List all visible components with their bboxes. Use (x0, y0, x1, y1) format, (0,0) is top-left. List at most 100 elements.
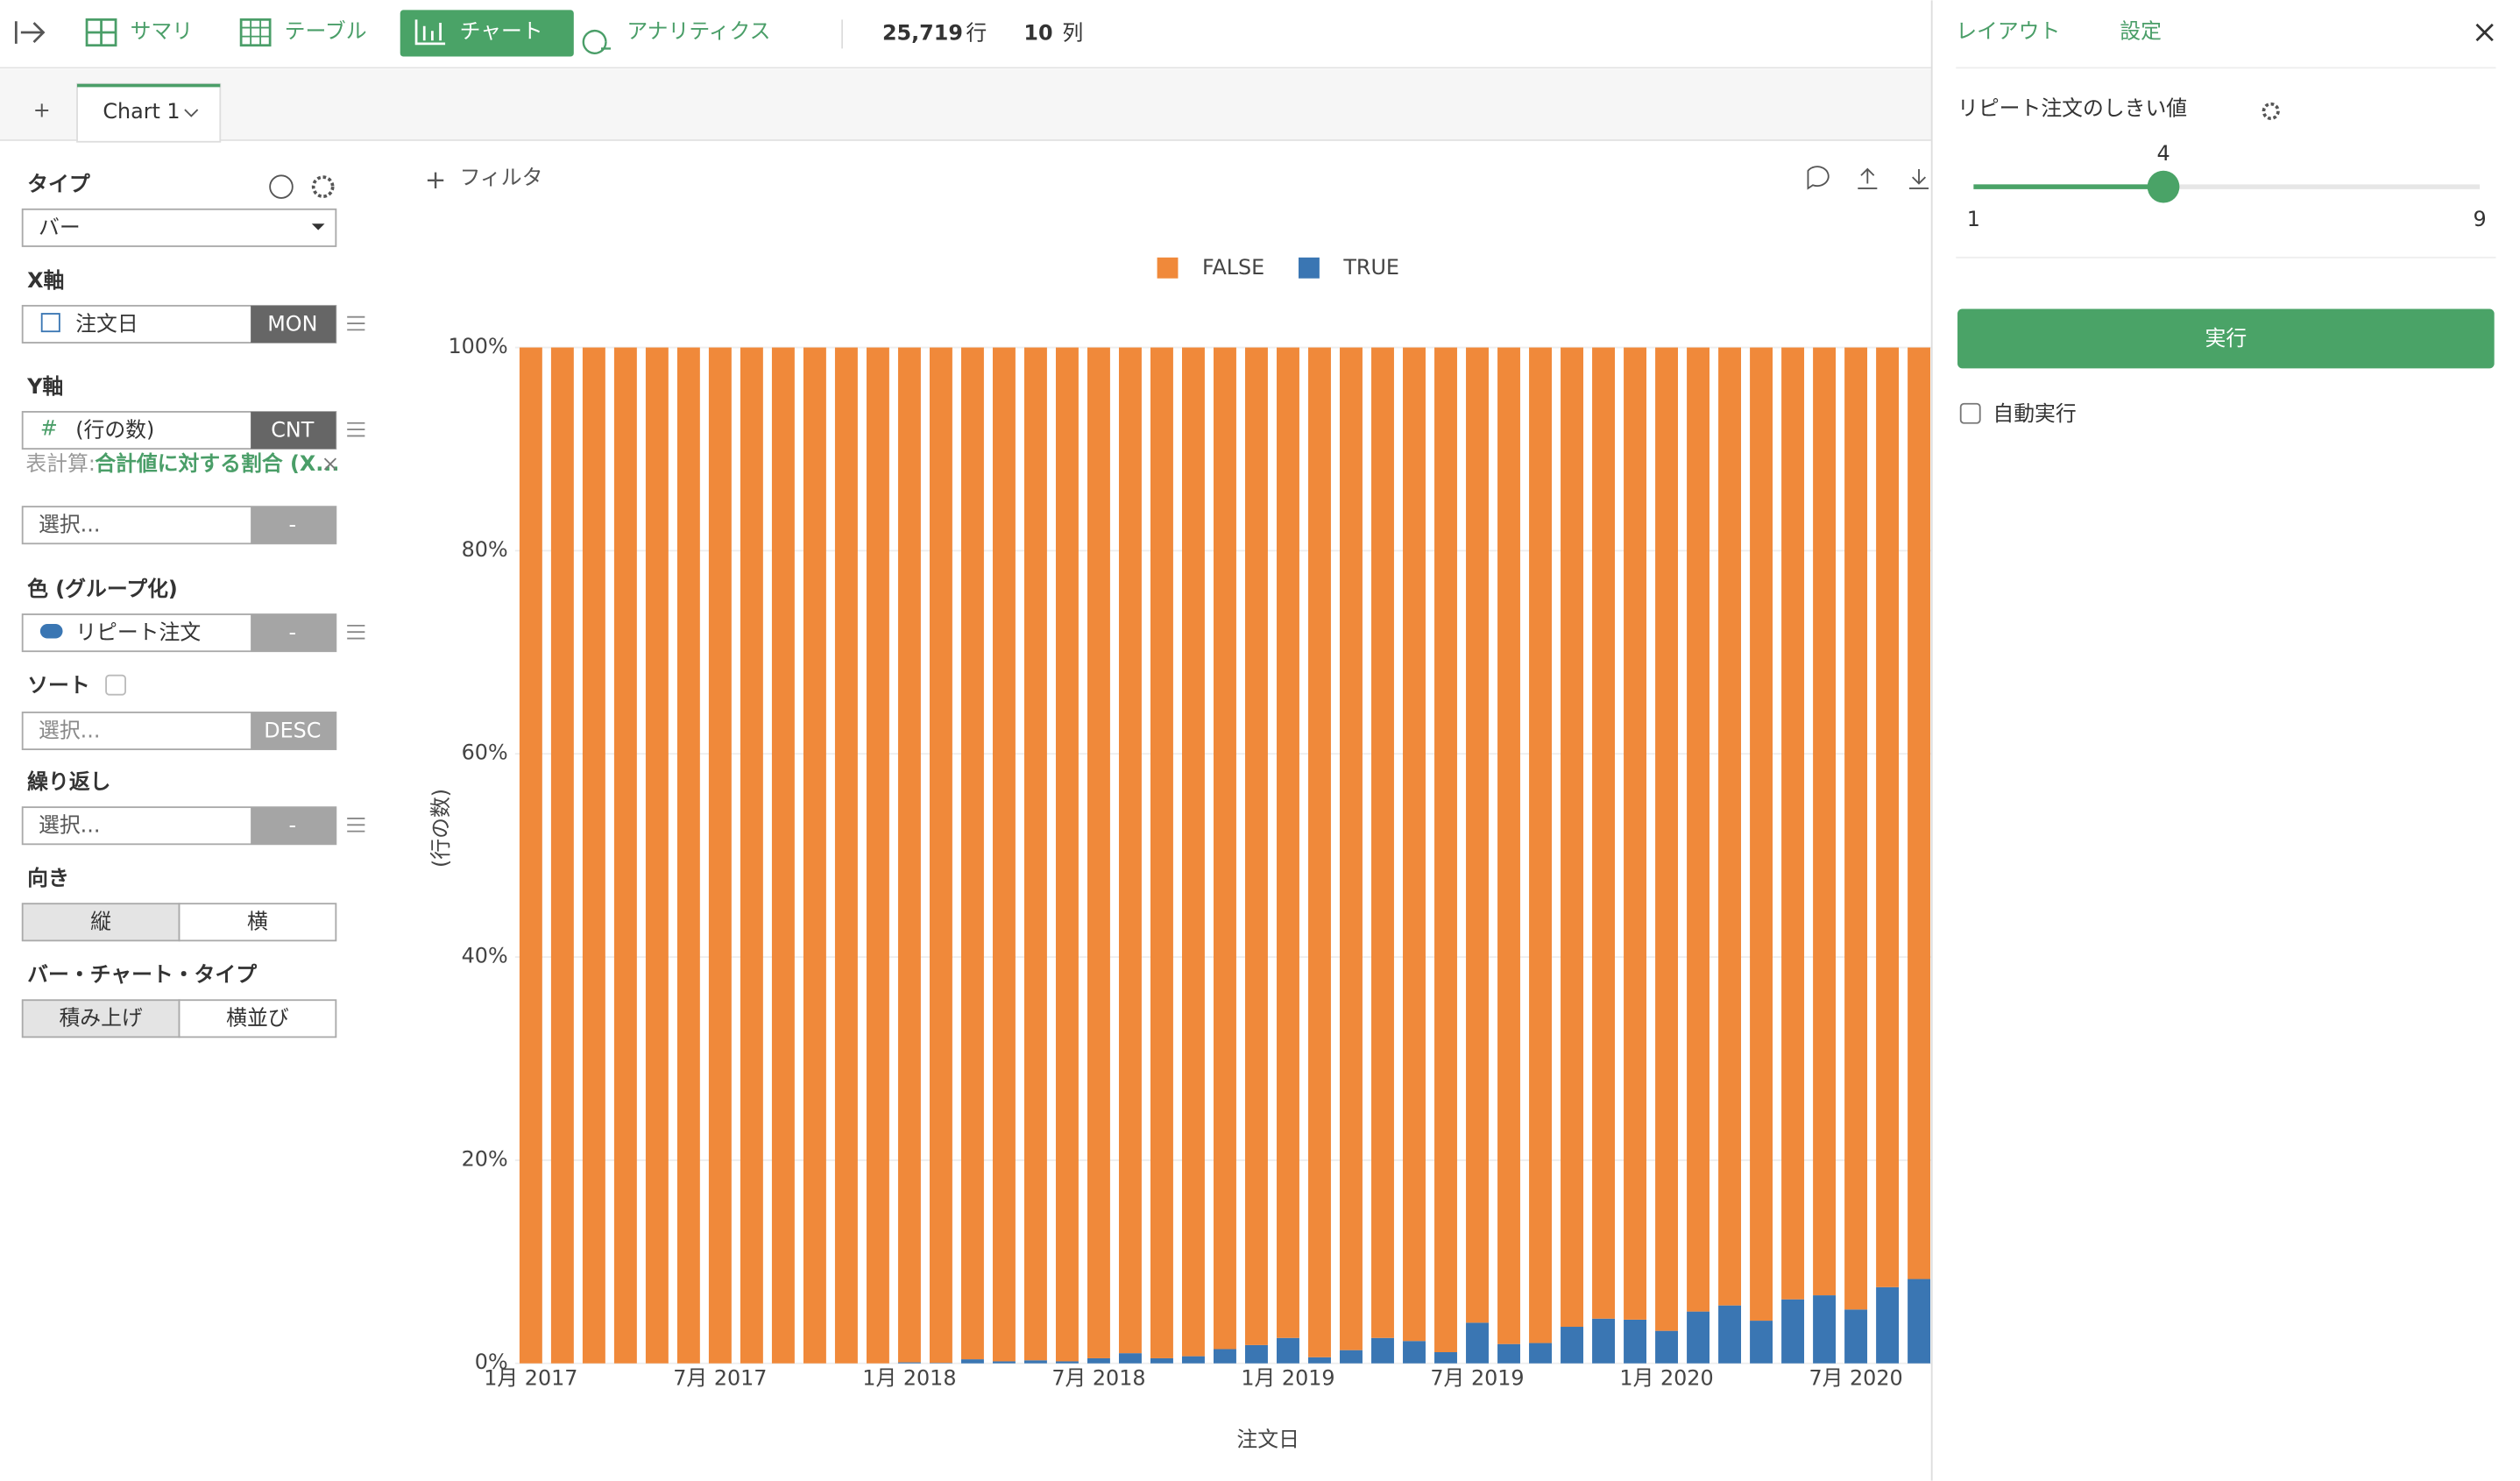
bar (1023, 347, 1047, 1361)
bar (1277, 1337, 1299, 1364)
bar (1813, 1295, 1837, 1364)
aggregation[interactable] (251, 507, 336, 544)
segment-button[interactable] (178, 999, 337, 1038)
table-icon (241, 19, 271, 46)
slider-value: 4 (2156, 141, 2170, 166)
comment-icon[interactable] (1807, 166, 1830, 190)
row-count: 25,719 (882, 20, 963, 45)
menu-icon[interactable] (347, 818, 365, 833)
x-tick-label: 7月 2019 (1430, 1366, 1524, 1391)
bar (1908, 347, 1931, 1279)
aggregation[interactable] (251, 305, 336, 344)
tab-indicator (77, 83, 221, 88)
aggregation[interactable] (251, 411, 336, 450)
section-label: Y軸 (26, 374, 63, 399)
segment-button[interactable] (178, 903, 337, 942)
bar (866, 347, 889, 1364)
chart-tab[interactable] (76, 82, 222, 143)
legend-swatch (1157, 257, 1179, 279)
bar (1340, 347, 1363, 1350)
bar (992, 347, 1016, 1362)
x-tick-label: 7月 2018 (1051, 1366, 1145, 1391)
bar (1340, 1350, 1363, 1364)
bar (613, 347, 637, 1364)
add-tab: + (33, 97, 51, 122)
bar (1308, 347, 1331, 1357)
x-tick-label: 1月 2020 (1619, 1366, 1713, 1391)
bar (1118, 1353, 1142, 1364)
bar (519, 347, 542, 1364)
section-label: 繰り返し (27, 769, 110, 794)
bar (897, 1362, 921, 1364)
x-tick-label: 1月 2019 (1241, 1366, 1334, 1391)
download-icon[interactable] (1909, 168, 1929, 189)
sort-checkbox[interactable] (105, 674, 126, 696)
menu-icon[interactable] (347, 624, 365, 640)
bar (740, 347, 763, 1364)
aggregation[interactable] (251, 712, 336, 750)
section-label: タイプ (27, 172, 90, 196)
segment-label: 積み上げ (59, 1006, 142, 1031)
bar (1655, 347, 1679, 1331)
bar (1529, 347, 1552, 1343)
calc-prefix: 表計算: (25, 451, 96, 476)
bar (992, 1361, 1016, 1364)
x-tick-label: 1月 2018 (862, 1366, 956, 1391)
settings-icon[interactable] (2262, 102, 2280, 121)
close-icon[interactable] (2475, 23, 2494, 42)
bar (1592, 1318, 1615, 1364)
bar (897, 347, 921, 1363)
parameter-label: リピート注文のしきい値 (1957, 96, 2187, 121)
menu-icon[interactable] (347, 315, 365, 331)
help-icon[interactable] (269, 174, 294, 199)
bar (1529, 1343, 1552, 1364)
col-unit: 列 (1062, 20, 1083, 45)
aggregation-label: CNT (271, 417, 314, 442)
remove-icon[interactable] (323, 457, 336, 471)
bar (1750, 1321, 1773, 1364)
y-tick-label: 40% (462, 944, 508, 968)
bar (1781, 1299, 1805, 1364)
bar (1844, 1309, 1868, 1364)
bar (1813, 347, 1837, 1296)
toolbar-tab: テーブル (285, 19, 367, 44)
bar (582, 347, 605, 1364)
upload-icon[interactable] (1858, 167, 1878, 189)
aggregation[interactable] (251, 807, 336, 845)
menu-icon[interactable] (347, 422, 365, 437)
segment-label: 横並び (226, 1006, 289, 1031)
bar (1561, 1327, 1583, 1364)
bar (1023, 1360, 1047, 1364)
legend-label: TRUE (1342, 255, 1399, 280)
toggle-icon (39, 624, 63, 639)
table-icon (239, 18, 272, 47)
filter-button: フィルタ (460, 165, 543, 189)
segment-button[interactable] (21, 903, 181, 942)
bar (1497, 347, 1520, 1344)
bar (1466, 1322, 1489, 1364)
y-tick-label: 80% (462, 537, 508, 562)
slider-max: 9 (2474, 207, 2487, 231)
segment-button[interactable] (21, 999, 181, 1038)
panel-tab: レイアウト (1956, 19, 2060, 44)
x-axis-label: 注文日 (1236, 1427, 1299, 1451)
auto-run-checkbox[interactable] (1959, 402, 1981, 424)
run-button[interactable] (1957, 308, 2495, 369)
settings-icon[interactable] (311, 175, 335, 198)
section-label: ソート (27, 673, 89, 698)
caret (311, 223, 325, 230)
chart-tab-name: Chart 1 (103, 99, 180, 124)
bar (1655, 1330, 1679, 1364)
bar (1466, 347, 1489, 1323)
bar (1055, 1361, 1079, 1364)
bar (1087, 347, 1110, 1358)
bar (1844, 347, 1868, 1310)
slider-knob[interactable] (2147, 170, 2180, 203)
bar (1718, 1305, 1742, 1364)
dropdown[interactable] (21, 208, 337, 247)
x-tick-label: 7月 2017 (673, 1366, 767, 1391)
aggregation[interactable] (251, 614, 336, 652)
field-value: 選択... (39, 813, 100, 838)
col-count: 10 (1023, 20, 1052, 45)
collapse-icon[interactable] (14, 21, 46, 44)
